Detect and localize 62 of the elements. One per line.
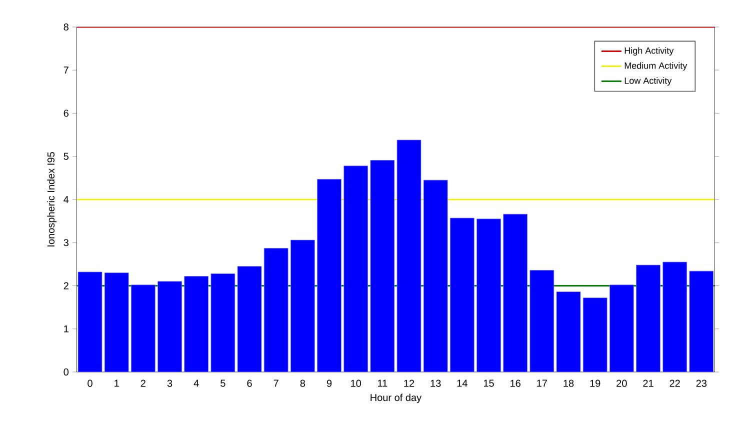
x-tick-label: 23 (696, 380, 707, 387)
legend-label: High Activity (624, 47, 674, 56)
x-tick-label: 1 (114, 380, 119, 387)
bar (370, 160, 395, 372)
x-tick-label: 15 (484, 380, 494, 387)
bar (78, 272, 102, 372)
y-tick-label: 4 (64, 196, 69, 203)
x-tick-label: 6 (247, 380, 252, 387)
bar (530, 270, 554, 372)
bar (158, 281, 182, 372)
bar (476, 218, 501, 372)
x-tick-label: 8 (300, 380, 306, 387)
legend-label: Medium Activity (624, 62, 688, 71)
bar (396, 140, 422, 372)
x-tick-label: 19 (590, 380, 600, 387)
bar (556, 292, 581, 372)
x-tick-label: 22 (670, 380, 680, 387)
x-tick-label: 7 (274, 380, 278, 387)
x-axis-title: Hour of day (370, 394, 422, 404)
bar (582, 298, 608, 372)
bar (104, 272, 129, 372)
y-tick-label: 3 (64, 239, 68, 246)
bar (264, 248, 288, 372)
bar (210, 273, 236, 372)
y-tick-label: 2 (64, 282, 68, 290)
x-tick-label: 12 (404, 380, 414, 387)
bar (317, 179, 342, 372)
bar (636, 264, 660, 372)
legend-label: Low Activity (624, 77, 672, 86)
x-tick-label: 21 (643, 380, 654, 387)
y-tick-label: 6 (64, 110, 68, 117)
x-tick-label: 16 (510, 380, 520, 387)
x-tick-label: 18 (564, 380, 574, 387)
y-tick-label: 7 (64, 66, 68, 74)
bar (290, 240, 315, 372)
bar (450, 218, 474, 372)
x-tick-label: 5 (220, 380, 226, 387)
x-tick-label: 14 (457, 380, 468, 387)
y-tick-label: 1 (64, 325, 68, 332)
x-tick-label: 9 (326, 380, 332, 387)
bar (689, 270, 714, 372)
bar (662, 262, 687, 372)
bar (184, 276, 209, 372)
bar (610, 284, 634, 372)
y-tick-label: 5 (64, 152, 68, 160)
x-tick-label: 2 (140, 380, 146, 387)
bar (503, 214, 528, 372)
x-tick-label: 17 (537, 380, 547, 387)
x-tick-label: 3 (167, 380, 172, 387)
x-tick-label: 0 (88, 380, 92, 387)
y-tick-label: 8 (64, 23, 68, 31)
x-tick-label: 13 (430, 380, 441, 387)
bar (237, 266, 262, 372)
x-tick-label: 4 (194, 380, 199, 387)
bar (131, 284, 156, 372)
x-tick-label: 10 (351, 380, 362, 387)
bar (344, 166, 368, 372)
y-tick-label: 0 (64, 368, 69, 376)
x-tick-label: 11 (378, 380, 388, 387)
y-axis-title: Ionospheric Index I95 (47, 152, 56, 246)
x-tick-label: 20 (616, 380, 627, 387)
bar (423, 180, 448, 372)
